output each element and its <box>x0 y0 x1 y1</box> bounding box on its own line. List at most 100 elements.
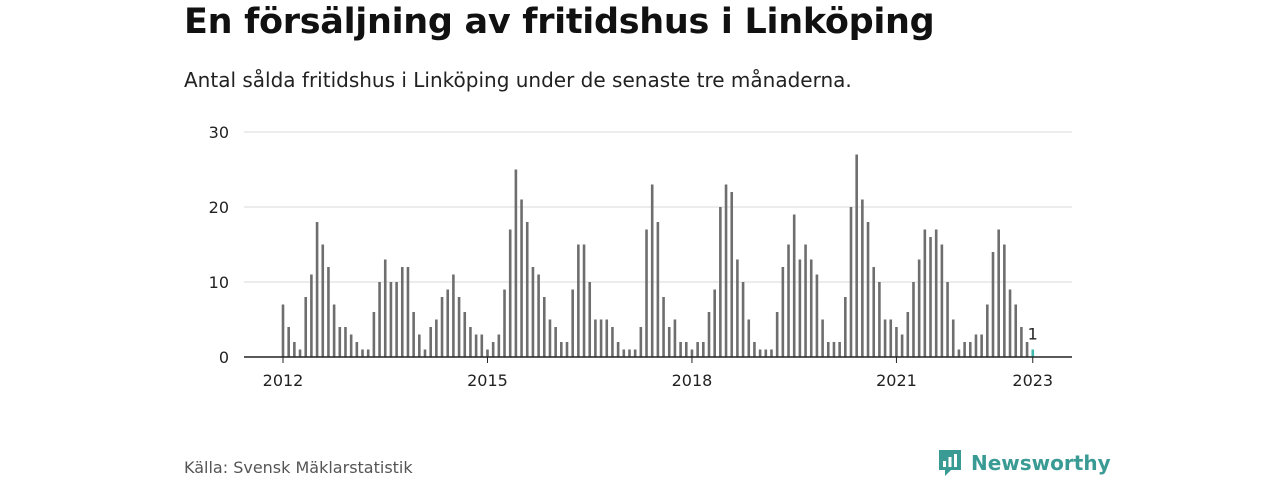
bar <box>400 267 404 357</box>
bar <box>542 297 546 357</box>
bar <box>389 282 393 357</box>
bar <box>452 274 455 357</box>
bar <box>577 244 580 357</box>
bar <box>963 342 966 357</box>
bar <box>457 297 461 357</box>
bar <box>764 349 768 357</box>
bar <box>974 334 978 357</box>
newsworthy-logo[interactable]: Newsworthy <box>937 448 1111 478</box>
bar <box>753 342 756 357</box>
bar <box>378 282 381 357</box>
bar <box>548 319 552 357</box>
bar <box>662 297 665 357</box>
bar <box>673 319 677 357</box>
brand-name: Newsworthy <box>971 451 1111 475</box>
bar <box>338 327 342 357</box>
bar-highlight <box>1031 349 1035 357</box>
y-tick-label: 20 <box>209 198 229 217</box>
bar <box>628 349 631 357</box>
bar <box>826 342 830 357</box>
bar <box>679 342 682 357</box>
bar <box>474 334 478 357</box>
bar <box>656 222 660 357</box>
bar <box>702 342 705 357</box>
bar <box>912 282 915 357</box>
bar <box>684 342 688 357</box>
bar <box>804 244 807 357</box>
bar <box>508 229 512 357</box>
bar <box>650 184 654 357</box>
chart-subtitle: Antal sålda fritidshus i Linköping under… <box>184 68 852 92</box>
bar <box>503 289 506 357</box>
bar <box>298 349 302 357</box>
bar <box>463 312 467 357</box>
bar <box>906 312 910 357</box>
bar <box>491 342 495 357</box>
bar <box>741 282 745 357</box>
bar <box>929 237 932 357</box>
bar <box>787 244 790 357</box>
bar <box>344 327 347 357</box>
bar <box>310 274 313 357</box>
bar <box>361 349 364 357</box>
y-tick-label: 0 <box>219 348 229 367</box>
bar <box>605 319 609 357</box>
bar <box>372 312 376 357</box>
bar <box>951 319 955 357</box>
bar <box>815 274 819 357</box>
bar <box>838 342 841 357</box>
bar <box>582 244 586 357</box>
bar <box>690 349 694 357</box>
bar <box>968 342 972 357</box>
bar <box>571 289 574 357</box>
bar <box>770 349 773 357</box>
bar <box>281 304 285 357</box>
bar <box>696 342 699 357</box>
bar <box>554 327 557 357</box>
bar <box>537 274 540 357</box>
bar <box>934 229 938 357</box>
bar <box>1014 304 1018 357</box>
bar <box>480 334 484 357</box>
bar <box>406 267 410 357</box>
bar <box>667 327 671 357</box>
last-value-label: 1 <box>1028 325 1038 344</box>
x-tick-label: 2015 <box>467 371 508 390</box>
bar <box>293 342 296 357</box>
bar <box>798 259 802 357</box>
bar <box>315 222 319 357</box>
bar <box>775 312 779 357</box>
bar <box>707 312 711 357</box>
bar <box>872 267 876 357</box>
x-tick-label: 2021 <box>876 371 917 390</box>
bar <box>435 319 438 357</box>
bar <box>469 327 472 357</box>
bar <box>747 319 751 357</box>
bar <box>980 334 983 357</box>
bar <box>616 342 620 357</box>
bar <box>821 319 824 357</box>
bar <box>713 289 716 357</box>
bar <box>997 229 1000 357</box>
bar <box>321 244 325 357</box>
bar <box>497 334 501 357</box>
y-tick-label: 30 <box>209 123 229 142</box>
bar <box>560 342 563 357</box>
bar <box>809 259 813 357</box>
bar <box>588 282 592 357</box>
bar <box>639 327 643 357</box>
bar <box>520 199 523 357</box>
x-tick-label: 2012 <box>263 371 304 390</box>
bar <box>287 327 290 357</box>
bar <box>719 207 722 357</box>
bar <box>883 319 887 357</box>
bar <box>565 342 569 357</box>
bar <box>1025 342 1029 357</box>
labels: 0 10 20 30 2012 2015 2018 2021 2023 1 <box>209 123 1053 390</box>
bar <box>1020 327 1023 357</box>
bar <box>332 304 336 357</box>
bar-chart: 0 10 20 30 2012 2015 2018 2021 2023 1 <box>209 123 1072 390</box>
bar <box>900 334 904 357</box>
chart-title: En försäljning av fritidshus i Linköping <box>184 2 935 42</box>
bar <box>878 282 881 357</box>
